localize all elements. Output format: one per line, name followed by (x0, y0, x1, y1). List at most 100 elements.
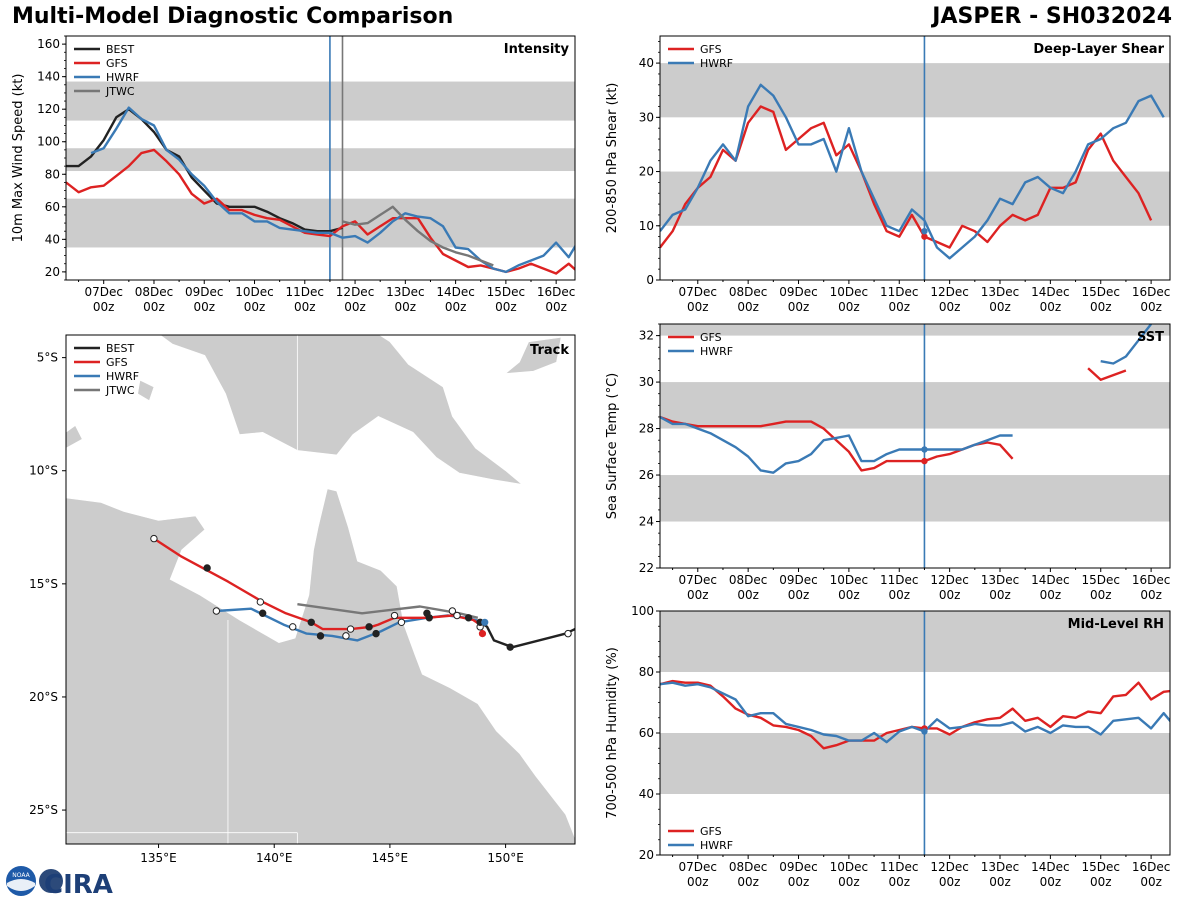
sst-ytick-label: 22 (639, 561, 654, 575)
sst-xtick-label: 16Dec (1132, 573, 1171, 587)
shear-ytick-label: 10 (639, 219, 654, 233)
intensity-ylabel: 10m Max Wind Speed (kt) (11, 74, 26, 243)
shear-xtick-label: 12Dec (930, 285, 969, 299)
shear-xtick-label: 00z (737, 300, 759, 314)
sst-xtick-label: 00z (888, 588, 910, 602)
sst-current-marker-gfs (921, 457, 928, 465)
track-hwrf-marker (342, 632, 350, 640)
intensity-xtick-label: 00z (93, 300, 115, 314)
shear-xtick-label: 13Dec (981, 285, 1020, 299)
intensity-legend-label: JTWC (105, 85, 135, 98)
sst-xtick-label: 08Dec (729, 573, 768, 587)
shear-xtick-label: 14Dec (1031, 285, 1070, 299)
sst-ytick-label: 30 (639, 375, 654, 389)
intensity-xtick-label: 00z (193, 300, 215, 314)
intensity-xtick-label: 11Dec (286, 285, 325, 299)
sst-series-gfs (1087, 367, 1127, 381)
intensity-xtick-label: 10Dec (235, 285, 274, 299)
intensity-plot-area (66, 36, 575, 280)
shear-ytick-label: 40 (639, 56, 654, 70)
intensity-xtick-label: 00z (545, 300, 567, 314)
intensity-legend-label: BEST (106, 43, 134, 56)
intensity-series-hwrf (90, 106, 575, 274)
sst-panel: 22242628303207Dec00z08Dec00z09Dec00z10De… (605, 323, 1171, 602)
intensity-series-jtwc (342, 205, 494, 267)
sst-xtick-label: 12Dec (930, 573, 969, 587)
track-gfs-marker (203, 564, 211, 572)
sst-band (660, 382, 1170, 429)
shear-xtick-label: 11Dec (880, 285, 919, 299)
track-gfs-marker (346, 625, 355, 633)
intensity-xtick-label: 00z (294, 300, 316, 314)
intensity-xtick-label: 13Dec (386, 285, 425, 299)
track-hwrf-marker (453, 611, 461, 620)
sst-panel-label: SST (1137, 330, 1164, 345)
cira-logo-text: CIRA (44, 870, 113, 898)
shear-xtick-label: 07Dec (679, 285, 718, 299)
rh-xtick-label: 00z (687, 875, 709, 889)
track-frame (65, 334, 576, 845)
track-series-gfs (153, 537, 484, 634)
intensity-band (66, 81, 575, 121)
track-hwrf-marker (397, 618, 406, 627)
intensity-panel: 2040608010012014016007Dec00z08Dec00z09De… (11, 35, 576, 314)
shear-plot-area (660, 36, 1170, 280)
rh-plot-area (660, 611, 1170, 855)
track-current-position-hwrf (481, 618, 489, 626)
shear-xtick-label: 15Dec (1081, 285, 1120, 299)
rh-xtick-label: 12Dec (930, 860, 969, 874)
shear-ytick-label: 30 (639, 110, 654, 124)
shear-current-marker-gfs (921, 233, 928, 240)
track-hwrf-marker (425, 614, 433, 622)
intensity-xtick-label: 07Dec (84, 285, 123, 299)
track-gfs-marker (365, 623, 373, 631)
intensity-xtick-label: 15Dec (487, 285, 526, 299)
shear-xtick-label: 00z (888, 300, 910, 314)
intensity-legend-label: HWRF (106, 71, 139, 84)
rh-xtick-label: 10Dec (830, 860, 869, 874)
rh-xtick-label: 08Dec (729, 860, 768, 874)
shear-panel: 01020304007Dec00z08Dec00z09Dec00z10Dec00… (605, 35, 1171, 314)
sst-ytick-label: 32 (639, 329, 654, 343)
intensity-xtick-label: 08Dec (135, 285, 174, 299)
page-title: Multi-Model Diagnostic Comparison (12, 4, 454, 29)
island-landmass (137, 379, 155, 402)
track-legend-label: HWRF (106, 370, 139, 383)
intensity-xtick-label: 00z (395, 300, 417, 314)
rh-xtick-label: 00z (737, 875, 759, 889)
rh-xtick-label: 00z (1140, 875, 1162, 889)
intensity-xtick-label: 00z (344, 300, 366, 314)
rh-xtick-label: 15Dec (1081, 860, 1120, 874)
intensity-xtick-label: 14Dec (436, 285, 475, 299)
sst-series-gfs (660, 415, 1014, 472)
sst-xtick-label: 00z (687, 588, 709, 602)
shear-xtick-label: 00z (838, 300, 860, 314)
sst-xtick-label: 10Dec (830, 573, 869, 587)
track-xtick-label: 135°E (140, 851, 177, 865)
island-landmass (66, 425, 83, 449)
rh-xtick-label: 09Dec (779, 860, 818, 874)
sst-frame (659, 323, 1171, 569)
track-current-position-gfs (478, 630, 487, 638)
shear-frame (659, 35, 1171, 281)
shear-series-hwrf (660, 83, 1165, 260)
sst-band (660, 324, 1170, 336)
sst-ytick-label: 26 (639, 468, 654, 482)
island-landmass (504, 336, 562, 374)
rh-xtick-label: 00z (939, 875, 961, 889)
track-panel: 135°E 140°E 145°E 150°E 5°S 10°S 15°S 20°S 25°S T… (29, 334, 576, 865)
sst-legend-label: GFS (700, 331, 722, 344)
shear-xtick-label: 00z (939, 300, 961, 314)
track-gfs-marker (256, 598, 265, 606)
intensity-legend-label: GFS (106, 57, 128, 70)
track-legend-label: JTWC (105, 384, 135, 397)
intensity-xtick-label: 00z (244, 300, 266, 314)
shear-ylabel: 200-850 hPa Shear (kt) (605, 83, 620, 234)
track-series-jtwc (297, 603, 479, 619)
rh-xtick-label: 13Dec (981, 860, 1020, 874)
australia-landmass (66, 488, 575, 844)
sst-ytick-label: 28 (639, 422, 654, 436)
sst-xtick-label: 00z (939, 588, 961, 602)
rh-ytick-label: 80 (639, 665, 654, 679)
sst-ylabel: Sea Surface Temp (°C) (605, 373, 620, 520)
